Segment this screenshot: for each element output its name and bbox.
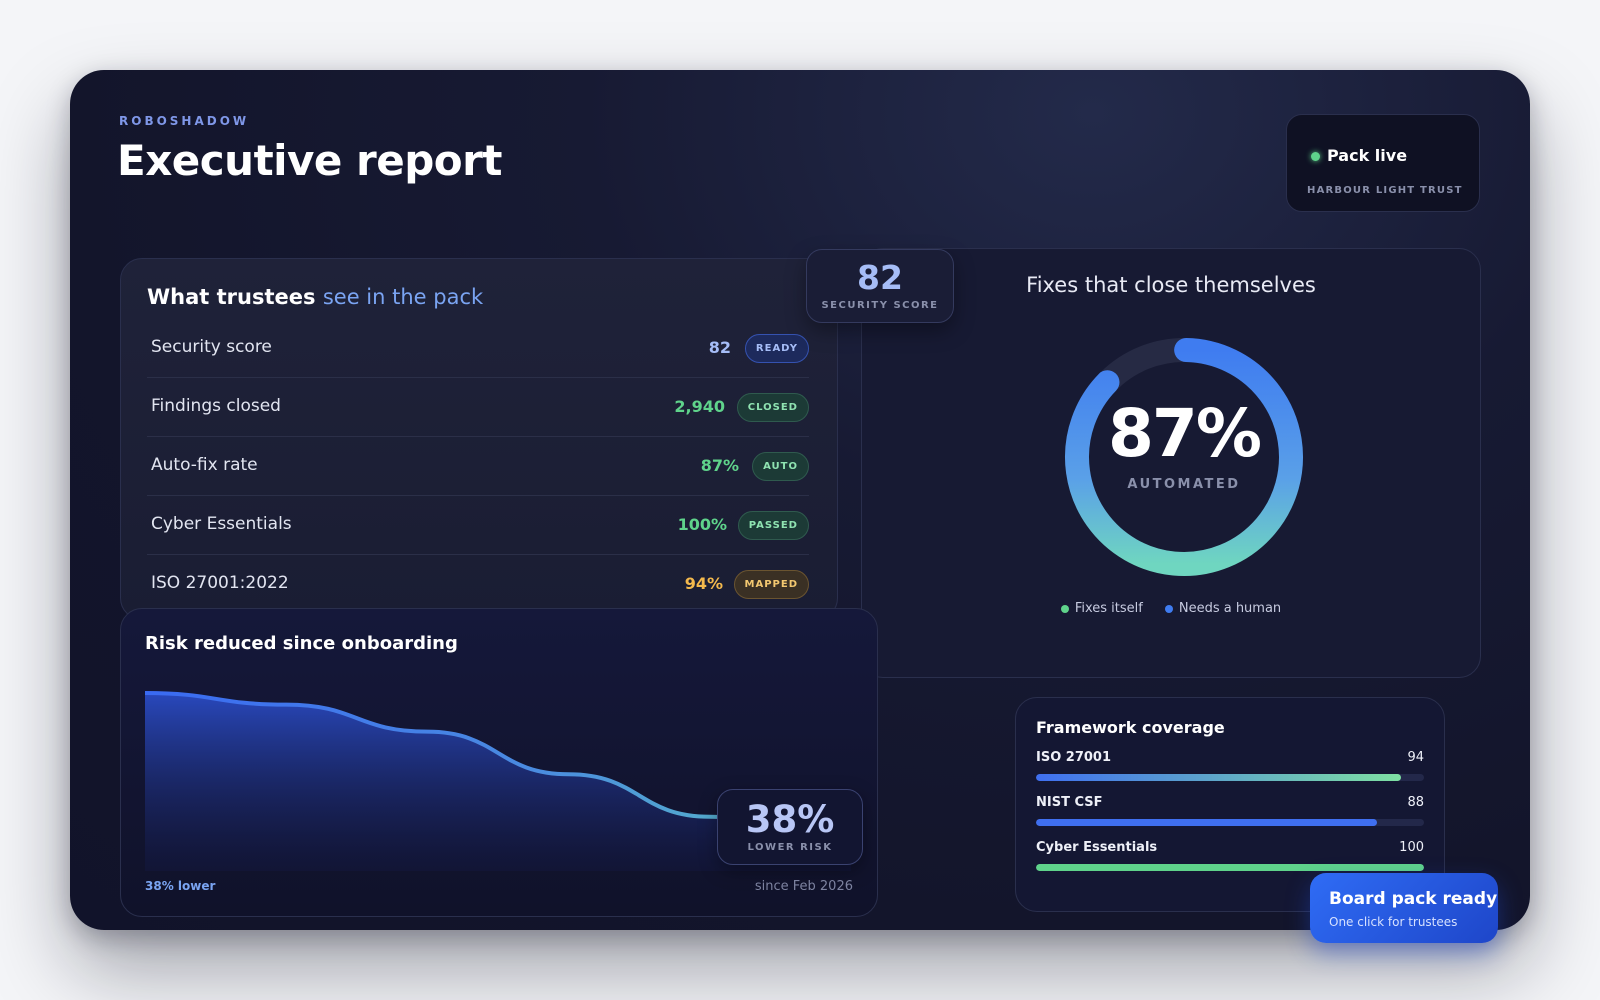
board-pack-subtitle: One click for trustees — [1329, 915, 1458, 929]
security-score-value: 82 — [857, 258, 903, 297]
risk-trend-chart — [144, 691, 852, 871]
framework-progress-fill — [1036, 819, 1378, 826]
status-badge: AUTO — [752, 452, 809, 481]
framework-value: 88 — [1407, 795, 1424, 810]
live-dot-icon — [1311, 152, 1320, 161]
framework-value: 100 — [1399, 840, 1424, 855]
trust-name: HARBOUR LIGHT TRUST — [1307, 185, 1463, 196]
trustees-title-main: What trustees — [147, 285, 316, 309]
donut-chart — [1065, 338, 1303, 576]
legend-green-dot-icon — [1060, 604, 1069, 613]
lower-risk-value: 38% — [745, 798, 835, 841]
legend-needs-human: Needs a human — [1164, 601, 1282, 616]
framework-value: 94 — [1407, 750, 1424, 765]
security-score-chip: 82 SECURITY SCORE — [806, 249, 954, 323]
framework-name: Cyber Essentials — [1036, 840, 1158, 855]
legend-fixes-itself: Fixes itself — [1060, 601, 1143, 616]
lower-risk-caption: LOWER RISK — [747, 842, 833, 853]
donut-arc-automated — [1065, 338, 1303, 576]
status-badge: CLOSED — [736, 393, 809, 422]
framework-name: ISO 27001 — [1036, 750, 1112, 765]
brand-label: ROBOSHADOW — [119, 114, 250, 128]
framework-progress-track — [1036, 819, 1424, 826]
trustee-row: Findings closed 2,940 CLOSED — [147, 378, 809, 437]
trustees-title-accent: see in the pack — [322, 285, 484, 309]
trustees-card-title: What trustees see in the pack — [147, 285, 483, 309]
fixes-card: Fixes that close themselves 87% AUTOMATE… — [861, 248, 1481, 678]
trustees-list: Security score 82 READY Findings closed 2,94… — [147, 319, 809, 614]
trustee-row: Security score 82 READY — [147, 319, 809, 378]
risk-card: Risk reduced since onboarding 38% LOWER … — [120, 608, 878, 917]
risk-card-title: Risk reduced since onboarding — [145, 633, 458, 654]
trustee-row-value: 94% — [684, 574, 723, 593]
trustee-row: ISO 27001:2022 94% MAPPED — [147, 555, 809, 614]
framework-progress-fill — [1036, 774, 1401, 781]
trustee-row-value: 82 — [708, 338, 731, 357]
trustee-row-label: Security score — [151, 337, 272, 357]
donut-legend: Fixes itself Needs a human — [862, 601, 1480, 616]
risk-area — [145, 693, 851, 871]
framework-card: Framework coverage ISO 27001 94 NIST CSF 88… — [1015, 697, 1445, 912]
board-pack-title: Board pack ready — [1329, 889, 1498, 909]
status-badge: PASSED — [737, 511, 809, 540]
framework-progress-track — [1036, 774, 1424, 781]
board-pack-button[interactable]: Board pack ready One click for trustees — [1310, 873, 1498, 943]
trustee-row-value: 2,940 — [674, 397, 725, 416]
legend-fixes-itself-label: Fixes itself — [1074, 601, 1143, 616]
trustee-row-value: 100% — [677, 515, 727, 534]
trustee-row-label: ISO 27001:2022 — [151, 573, 289, 593]
pack-live-title: Pack live — [1327, 146, 1408, 165]
risk-footer-right: since Feb 2026 — [754, 879, 853, 894]
trustee-row: Cyber Essentials 100% PASSED — [147, 496, 809, 555]
framework-card-title: Framework coverage — [1036, 718, 1225, 737]
automation-donut: 87% AUTOMATED — [1054, 327, 1314, 591]
page-title: Executive report — [117, 136, 502, 185]
risk-footer-left: 38% lower — [145, 879, 216, 893]
status-badge: MAPPED — [733, 570, 809, 599]
trustees-card: What trustees see in the pack Security s… — [120, 258, 838, 620]
pack-live-status: Pack live HARBOUR LIGHT TRUST — [1286, 114, 1480, 212]
framework-progress-track — [1036, 864, 1424, 871]
fixes-card-title: Fixes that close themselves — [1026, 273, 1316, 297]
trustee-row: Auto-fix rate 87% AUTO — [147, 437, 809, 496]
legend-blue-dot-icon — [1164, 604, 1173, 613]
trustee-row-label: Auto-fix rate — [151, 455, 258, 475]
legend-needs-human-label: Needs a human — [1178, 601, 1282, 616]
framework-name: NIST CSF — [1036, 795, 1103, 810]
trustee-row-label: Findings closed — [151, 396, 281, 416]
trustee-row-value: 87% — [700, 456, 739, 475]
lower-risk-chip: 38% LOWER RISK — [717, 789, 863, 865]
framework-progress-fill — [1036, 864, 1424, 871]
trustee-row-label: Cyber Essentials — [151, 514, 292, 534]
status-badge: READY — [744, 334, 809, 363]
security-score-caption: SECURITY SCORE — [821, 300, 939, 311]
